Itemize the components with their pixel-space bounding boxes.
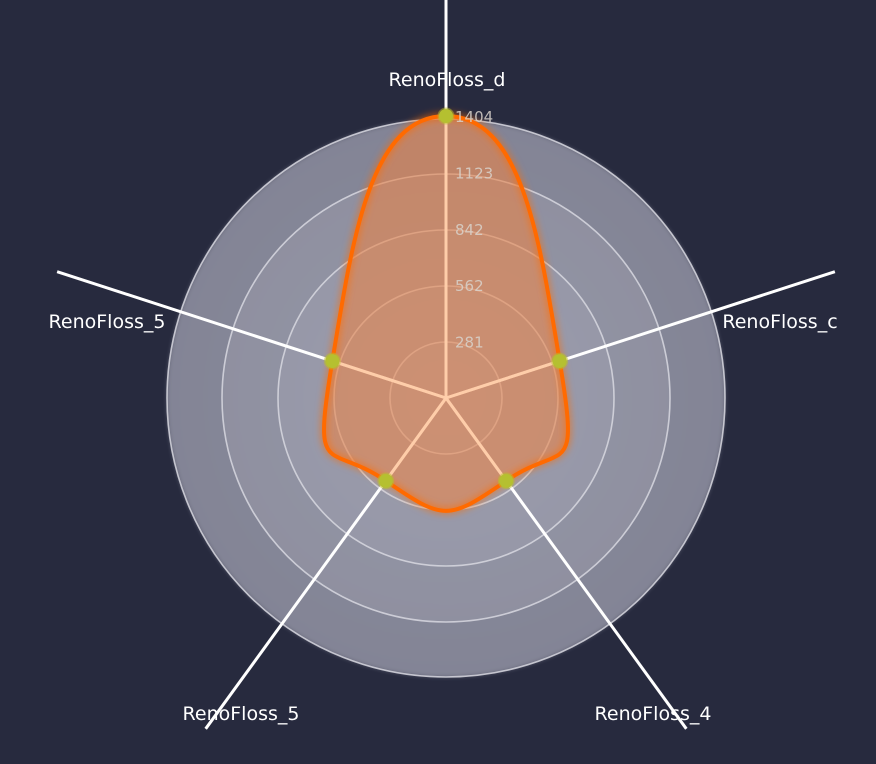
tick-label: 562	[455, 277, 484, 295]
axis-line-inner	[384, 397, 448, 482]
data-point	[497, 472, 515, 490]
series-line	[322, 113, 570, 513]
tick-label: 842	[455, 221, 484, 239]
axis-label: RenoFloss_4	[595, 703, 712, 725]
axis-labels: RenoFloss_d RenoFloss_c RenoFloss_4 RenoFlo…	[49, 69, 838, 725]
tick-label: 1123	[455, 164, 493, 182]
data-point	[323, 352, 341, 370]
data-point	[551, 352, 569, 370]
axis-label: RenoFloss_5	[183, 703, 300, 725]
data-point	[437, 107, 455, 125]
axis-line-inner	[331, 359, 447, 400]
tick-label: 281	[455, 334, 484, 352]
axis-label: RenoFloss_c	[722, 311, 837, 333]
axis-label: RenoFloss_d	[389, 69, 506, 91]
data-point	[377, 472, 395, 490]
series-layer	[322, 113, 570, 513]
tick-labels: 281 562 842 1123 1404	[455, 108, 493, 352]
axis-label: RenoFloss_5	[49, 311, 166, 333]
axis-line-inner	[445, 359, 561, 400]
axis-line-inner	[444, 397, 508, 482]
data-points	[323, 107, 569, 490]
tick-label: 1404	[455, 108, 493, 126]
